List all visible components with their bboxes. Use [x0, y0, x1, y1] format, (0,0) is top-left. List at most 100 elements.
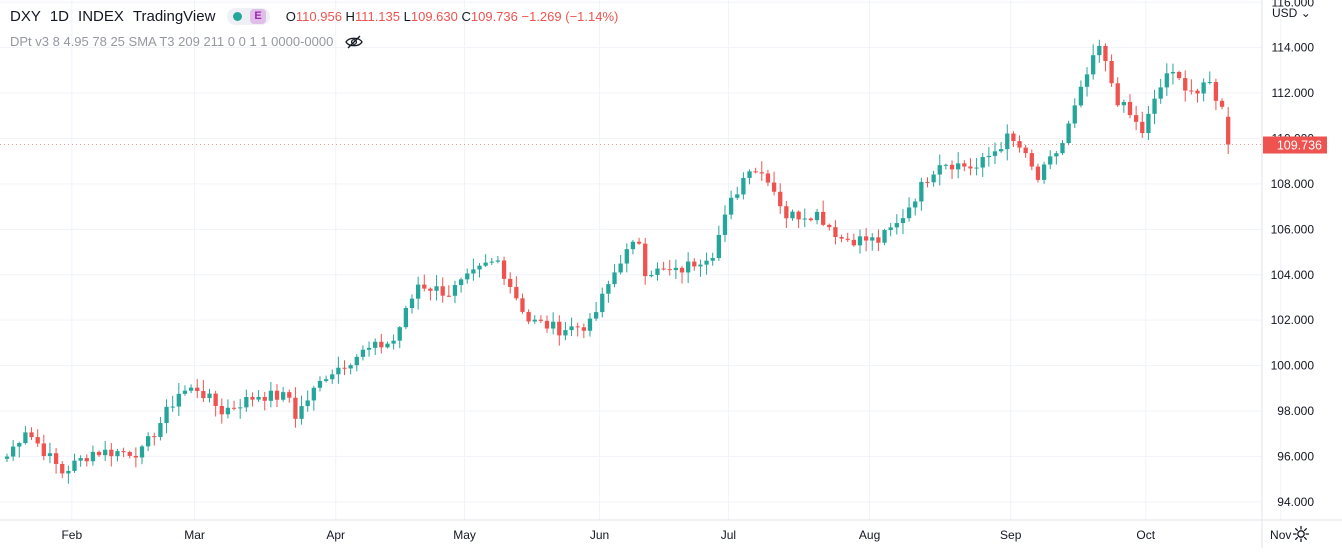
candle[interactable] — [661, 261, 666, 271]
candle[interactable] — [851, 233, 856, 247]
candle[interactable] — [520, 293, 525, 314]
candle[interactable] — [833, 220, 838, 245]
candle[interactable] — [667, 259, 672, 276]
candle[interactable] — [1017, 135, 1022, 153]
candle[interactable] — [526, 309, 531, 325]
candle[interactable] — [575, 322, 580, 337]
symbol-name[interactable]: DXY — [10, 8, 41, 25]
candle[interactable] — [465, 268, 470, 284]
candle[interactable] — [900, 209, 906, 235]
candle[interactable] — [1121, 99, 1127, 113]
candle[interactable] — [452, 280, 458, 304]
candle[interactable] — [686, 252, 691, 284]
candle[interactable] — [998, 141, 1004, 153]
candle[interactable] — [600, 287, 605, 318]
candle[interactable] — [1115, 77, 1120, 108]
candle[interactable] — [1133, 105, 1139, 131]
candle[interactable] — [538, 315, 544, 324]
candle[interactable] — [231, 400, 237, 411]
candle[interactable] — [225, 399, 231, 419]
gear-icon[interactable] — [1292, 525, 1310, 543]
candle[interactable] — [207, 388, 212, 403]
candle[interactable] — [845, 232, 850, 242]
candle[interactable] — [121, 447, 126, 458]
candle[interactable] — [170, 395, 175, 412]
candle[interactable] — [385, 341, 390, 349]
candle[interactable] — [919, 177, 924, 211]
candle[interactable] — [366, 341, 372, 357]
candle[interactable] — [1140, 111, 1145, 138]
candle[interactable] — [495, 255, 501, 264]
candle[interactable] — [280, 387, 286, 402]
candle[interactable] — [348, 363, 353, 375]
candle[interactable] — [1152, 89, 1157, 125]
candle[interactable] — [692, 258, 697, 271]
candle[interactable] — [1011, 131, 1016, 147]
market-status-badge[interactable]: E — [227, 8, 270, 25]
candle[interactable] — [1103, 43, 1108, 72]
candle[interactable] — [244, 389, 249, 412]
candle[interactable] — [29, 427, 34, 441]
candle[interactable] — [906, 197, 912, 222]
candle[interactable] — [66, 465, 71, 484]
candle[interactable] — [483, 254, 488, 267]
candle[interactable] — [164, 399, 169, 434]
candle[interactable] — [219, 398, 224, 424]
candle[interactable] — [968, 158, 973, 176]
candle[interactable] — [434, 274, 439, 301]
candle[interactable] — [23, 425, 28, 445]
candle[interactable] — [373, 338, 378, 355]
candle[interactable] — [262, 391, 267, 411]
candle[interactable] — [679, 265, 685, 284]
candle[interactable] — [60, 461, 65, 479]
candle[interactable] — [1048, 150, 1053, 170]
candle[interactable] — [956, 152, 961, 179]
candle[interactable] — [1207, 71, 1212, 85]
candle[interactable] — [925, 177, 930, 188]
candle[interactable] — [152, 432, 157, 446]
candle[interactable] — [821, 200, 826, 227]
candle[interactable] — [133, 447, 139, 468]
candle[interactable] — [618, 254, 623, 275]
candle[interactable] — [563, 322, 568, 341]
candle[interactable] — [268, 381, 274, 408]
candle[interactable] — [158, 416, 163, 441]
candle[interactable] — [587, 313, 593, 337]
candle[interactable] — [489, 258, 494, 265]
candle[interactable] — [250, 392, 255, 407]
candle[interactable] — [176, 383, 181, 416]
candle[interactable] — [765, 169, 771, 187]
candle[interactable] — [1005, 124, 1010, 161]
candle[interactable] — [612, 264, 617, 288]
candle[interactable] — [753, 167, 758, 174]
candle[interactable] — [1035, 163, 1041, 183]
candle[interactable] — [145, 432, 151, 452]
candle[interactable] — [839, 234, 844, 243]
candle[interactable] — [72, 453, 77, 473]
candle[interactable] — [360, 345, 366, 361]
candle[interactable] — [1078, 80, 1084, 108]
candle[interactable] — [501, 256, 507, 286]
candle[interactable] — [1226, 107, 1231, 154]
candle[interactable] — [876, 229, 881, 252]
candle[interactable] — [581, 323, 586, 339]
candle[interactable] — [698, 259, 703, 277]
candle[interactable] — [458, 277, 464, 293]
candle[interactable] — [863, 228, 869, 252]
candle[interactable] — [857, 229, 863, 254]
candle[interactable] — [1041, 161, 1047, 184]
candle[interactable] — [1189, 79, 1194, 95]
candle[interactable] — [78, 455, 83, 467]
candle[interactable] — [188, 384, 194, 394]
candle[interactable] — [238, 399, 243, 419]
candle[interactable] — [741, 172, 746, 200]
candle[interactable] — [569, 317, 574, 336]
candle[interactable] — [1127, 94, 1133, 119]
candle[interactable] — [416, 276, 421, 310]
candle[interactable] — [508, 272, 513, 294]
candle[interactable] — [888, 222, 893, 237]
candle[interactable] — [305, 390, 310, 412]
candle[interactable] — [796, 210, 801, 229]
candle[interactable] — [317, 376, 323, 392]
candle[interactable] — [41, 434, 46, 461]
